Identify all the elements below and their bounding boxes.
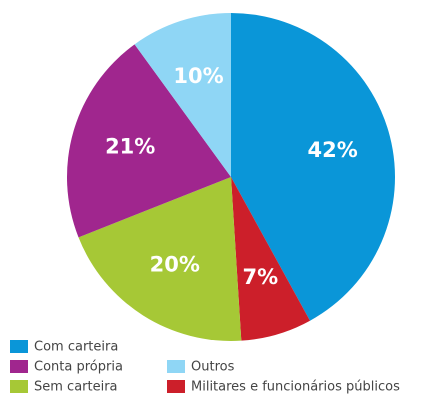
legend-swatch [167,380,185,393]
legend-label: Outros [191,360,235,375]
legend-swatch [10,340,28,353]
slice-label: 20% [150,253,200,277]
pie-slice [134,13,231,177]
pie-slice [231,13,395,321]
slice-label: 42% [308,138,358,162]
slice-label: 7% [242,265,278,289]
legend-label: Sem carteira [34,380,118,395]
legend-swatch [10,360,28,373]
pie-slice [67,44,232,238]
legend-label: Com carteira [34,340,118,355]
legend-swatch [10,380,28,393]
legend-swatch [167,360,185,373]
slice-label: 10% [173,64,223,88]
slice-label: 21% [105,135,155,159]
legend-label: Militares e funcionários públicos [191,380,400,395]
pie-slice [231,177,311,341]
pie-slice [78,177,242,342]
legend-label: Conta própria [34,360,123,375]
